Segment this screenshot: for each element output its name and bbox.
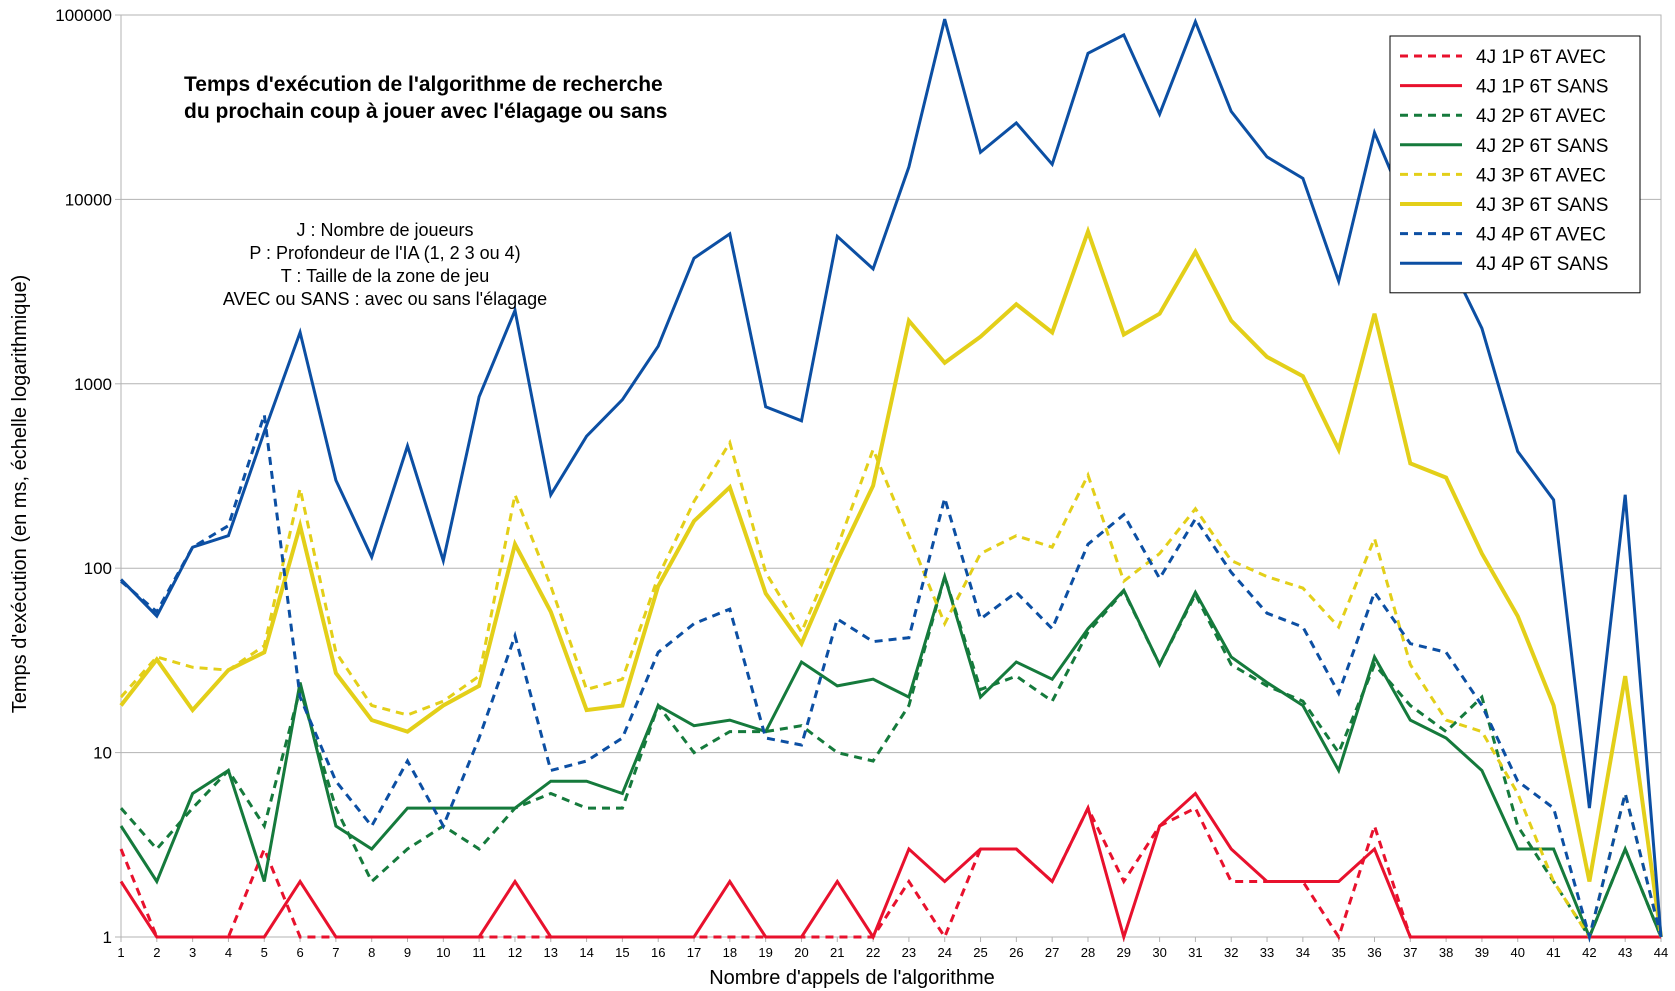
x-tick-label: 41 — [1546, 945, 1560, 960]
x-tick-label: 14 — [579, 945, 593, 960]
y-tick-label: 10000 — [65, 190, 112, 209]
annotation-line-2: P : Profondeur de l'IA (1, 2 3 ou 4) — [249, 243, 520, 263]
series-line-4 — [119, 571, 1663, 941]
x-tick-label: 9 — [404, 945, 411, 960]
x-tick-label: 38 — [1439, 945, 1453, 960]
x-tick-label: 44 — [1654, 945, 1668, 960]
x-tick-label: 6 — [296, 945, 303, 960]
series-line-2 — [119, 791, 1661, 943]
x-tick-label: 19 — [758, 945, 772, 960]
y-axis-title: Temps d'exécution (en ms, échelle logari… — [9, 275, 31, 713]
legend-label: 4J 3P 6T SANS — [1476, 195, 1608, 216]
x-tick-label: 22 — [866, 945, 880, 960]
x-tick-label: 25 — [973, 945, 987, 960]
legend-label: 4J 1P 6T SANS — [1476, 77, 1608, 98]
legend-label: 4J 1P 6T AVEC — [1476, 47, 1606, 68]
x-tick-label: 36 — [1367, 945, 1381, 960]
x-tick-label: 33 — [1260, 945, 1274, 960]
series-lines — [119, 17, 1663, 943]
x-axis-title: Nombre d'appels de l'algorithme — [709, 967, 995, 989]
x-tick-label: 31 — [1188, 945, 1202, 960]
x-tick-label: 32 — [1224, 945, 1238, 960]
x-tick-label: 2 — [153, 945, 160, 960]
x-tick-label: 23 — [902, 945, 916, 960]
chart-title-line-1: Temps d'exécution de l'algorithme de rec… — [184, 73, 663, 96]
legend-label: 4J 3P 6T AVEC — [1476, 165, 1606, 186]
chart-title-line-2: du prochain coup à jouer avec l'élagage … — [184, 100, 667, 123]
plot-area-frame — [120, 14, 1662, 938]
x-tick-label: 10 — [436, 945, 450, 960]
x-tick-label: 18 — [723, 945, 737, 960]
x-tick-label: 26 — [1009, 945, 1023, 960]
x-tick-label: 17 — [687, 945, 701, 960]
annotation-line-3: T : Taille de la zone de jeu — [281, 266, 489, 286]
y-tick-label: 100000 — [55, 6, 112, 25]
x-tick-label: 34 — [1296, 945, 1310, 960]
x-tick-label: 30 — [1152, 945, 1166, 960]
x-tick-label: 13 — [544, 945, 558, 960]
legend-box — [1389, 35, 1641, 294]
x-tick-label: 43 — [1618, 945, 1632, 960]
x-tick-label: 24 — [937, 945, 951, 960]
series-line-7 — [120, 414, 1663, 943]
annotation-line-4: AVEC ou SANS : avec ou sans l'élagage — [223, 289, 547, 309]
x-tick-label: 20 — [794, 945, 808, 960]
x-tick-label: 28 — [1081, 945, 1095, 960]
legend-label: 4J 2P 6T SANS — [1476, 136, 1608, 157]
x-tick-label: 40 — [1511, 945, 1525, 960]
x-tick-label: 42 — [1582, 945, 1596, 960]
x-tick-label: 11 — [472, 945, 486, 960]
x-tick-label: 5 — [261, 945, 268, 960]
x-tick-label: 16 — [651, 945, 665, 960]
legend: 4J 1P 6T AVEC 4J 1P 6T SANS 4J 2P 6T AVEC 4… — [1389, 35, 1641, 294]
x-tick-label: 3 — [189, 945, 196, 960]
x-tick-label: 7 — [332, 945, 339, 960]
legend-label: 4J 4P 6T AVEC — [1476, 225, 1606, 246]
x-tick-label: 35 — [1331, 945, 1345, 960]
x-tick-label: 21 — [830, 945, 844, 960]
y-tick-label: 10 — [93, 744, 112, 763]
legend-label: 4J 4P 6T SANS — [1476, 254, 1608, 275]
x-tick-label: 27 — [1045, 945, 1059, 960]
x-tick-label: 37 — [1403, 945, 1417, 960]
x-tick-label: 8 — [368, 945, 375, 960]
x-tick-label: 15 — [615, 945, 629, 960]
legend-label: 4J 2P 6T AVEC — [1476, 106, 1606, 127]
series-line-3 — [119, 571, 1663, 941]
x-tick-label: 29 — [1117, 945, 1131, 960]
x-tick-label: 1 — [117, 945, 124, 960]
series-line-6 — [119, 225, 1663, 938]
x-tick-label: 39 — [1475, 945, 1489, 960]
y-tick-label: 1 — [103, 928, 112, 947]
x-tick-label: 12 — [508, 945, 522, 960]
y-tick-label: 1000 — [74, 375, 112, 394]
y-tick-label: 100 — [84, 559, 112, 578]
x-tick-label: 4 — [225, 945, 232, 960]
annotation-line-1: J : Nombre de joueurs — [296, 220, 473, 240]
